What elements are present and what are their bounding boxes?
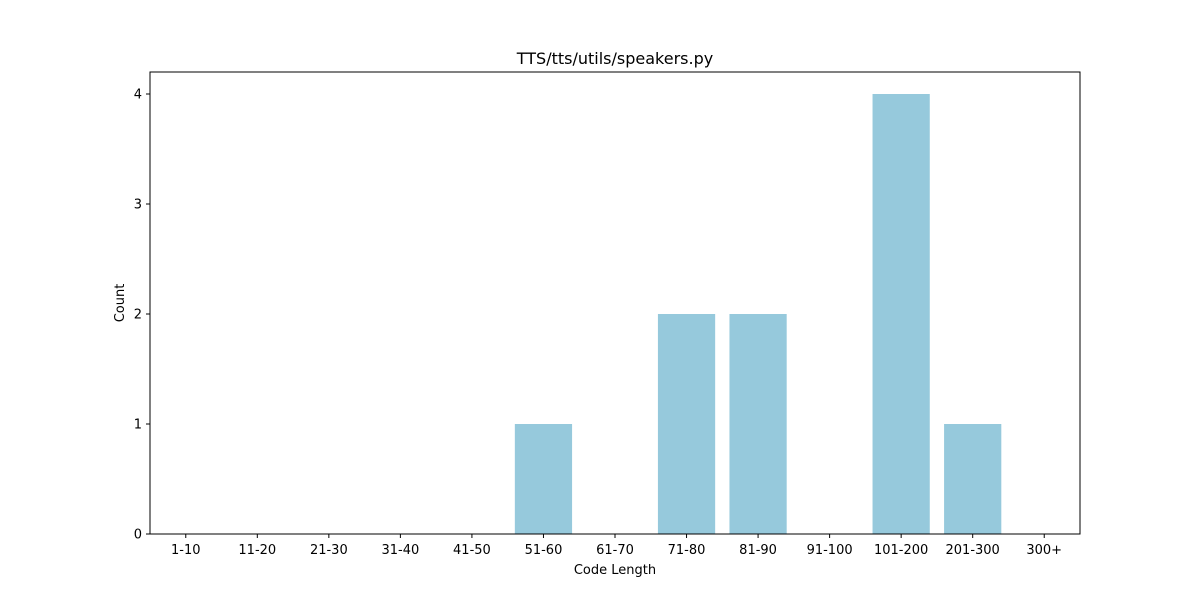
x-tick-label: 81-90	[739, 543, 777, 558]
x-tick-label: 300+	[1026, 543, 1062, 558]
plot-frame	[149, 71, 1081, 535]
bars-layer	[514, 94, 1002, 534]
x-tick-label: 41-50	[453, 543, 491, 558]
x-tick-label: 91-100	[807, 543, 853, 558]
x-tick-label: 51-60	[525, 543, 563, 558]
bar-71-80	[657, 314, 716, 534]
bar-51-60	[514, 424, 573, 534]
bar-201-300	[944, 424, 1002, 534]
x-tick-label: 11-20	[238, 543, 276, 558]
bar-81-90	[729, 314, 787, 534]
x-axis-label: Code Length	[574, 563, 656, 578]
y-axis-label: Count	[113, 284, 128, 323]
x-tick-label: 61-70	[596, 543, 634, 558]
y-tick-label: 4	[134, 88, 142, 103]
x-tick-label: 31-40	[381, 543, 419, 558]
y-tick-label: 0	[134, 528, 142, 543]
x-tick-label: 201-300	[946, 543, 1000, 558]
y-ticks: 0 1 2 3 4	[134, 88, 150, 543]
bar-101-200	[872, 94, 930, 534]
x-tick-label: 101-200	[874, 543, 928, 558]
x-tick-label: 71-80	[668, 543, 706, 558]
y-tick-label: 2	[134, 308, 142, 323]
x-tick-label: 21-30	[310, 543, 348, 558]
x-ticks: 1-10 11-20 21-30 31-40 41-50 51-60 61-70 71-80 8…	[171, 534, 1062, 558]
chart-title: TTS/tts/utils/speakers.py	[516, 49, 713, 68]
x-tick-label: 1-10	[171, 543, 201, 558]
y-tick-label: 1	[134, 418, 142, 433]
y-tick-label: 3	[134, 198, 142, 213]
